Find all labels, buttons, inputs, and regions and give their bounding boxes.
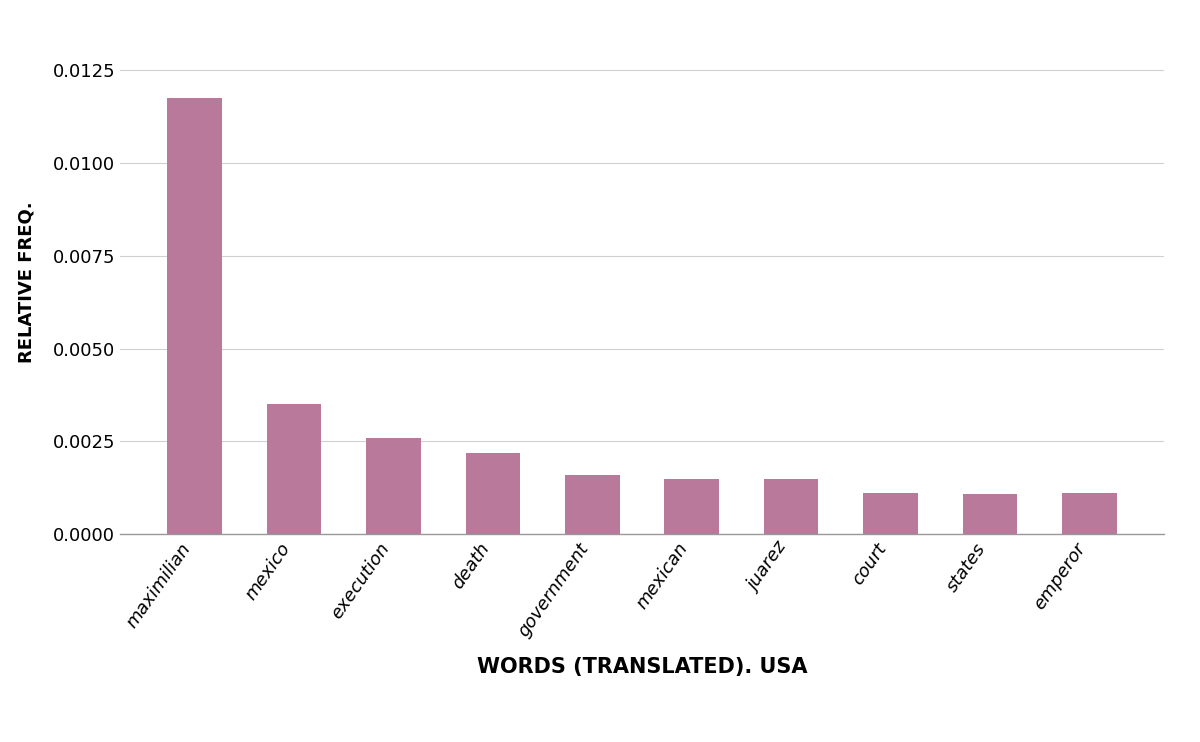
Bar <box>763 479 818 534</box>
X-axis label: WORDS (TRANSLATED). USA: WORDS (TRANSLATED). USA <box>476 657 808 677</box>
Bar <box>962 494 1018 534</box>
Bar <box>266 404 322 534</box>
Bar <box>168 98 222 534</box>
Bar <box>665 479 719 534</box>
Bar <box>863 493 918 534</box>
Y-axis label: RELATIVE FREQ.: RELATIVE FREQ. <box>18 201 36 363</box>
Bar <box>366 438 421 534</box>
Bar <box>1062 493 1116 534</box>
Bar <box>565 475 619 534</box>
Bar <box>466 453 521 534</box>
